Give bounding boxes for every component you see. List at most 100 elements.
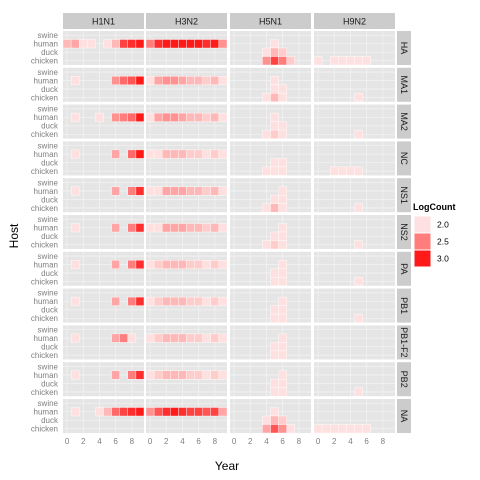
heatmap-cell	[270, 158, 279, 168]
heatmap-cell	[145, 407, 155, 417]
x-tick-label: 6	[113, 437, 118, 446]
heatmap-cell	[278, 305, 287, 315]
heatmap-cell	[202, 149, 211, 159]
row-strip-ha	[397, 31, 411, 65]
heatmap-cell	[270, 166, 279, 176]
heatmap-cell	[321, 424, 331, 434]
heatmap-cell	[194, 333, 203, 343]
heatmap-cell	[218, 112, 228, 122]
heatmap-cell	[161, 260, 171, 269]
heatmap-cell	[354, 129, 363, 139]
heatmap-cell	[354, 277, 363, 286]
heatmap-cell	[338, 166, 347, 176]
heatmap-cell	[218, 149, 228, 159]
heatmap-cell	[270, 387, 279, 397]
panel-pb1-f2-h9n2	[314, 325, 395, 360]
heatmap-cell	[262, 240, 271, 250]
heatmap-cell	[270, 407, 279, 417]
y-tick-label-human: human	[34, 76, 58, 85]
y-tick-label-duck: duck	[41, 342, 59, 351]
heatmap-cell	[218, 260, 228, 269]
y-tick-label-duck: duck	[41, 195, 59, 204]
y-tick-label-duck: duck	[41, 232, 59, 241]
heatmap-cell	[111, 333, 120, 343]
heatmap-cell	[202, 223, 211, 233]
heatmap-cell	[202, 112, 211, 122]
heatmap-cell	[278, 203, 287, 213]
heatmap-cell	[278, 342, 287, 352]
heatmap-cell	[270, 342, 279, 352]
heatmap-cell	[186, 39, 195, 49]
heatmap-cell	[178, 76, 187, 86]
heatmap-cell	[153, 370, 163, 380]
heatmap-cell	[145, 296, 155, 306]
heatmap-cell	[119, 112, 128, 122]
heatmap-cell	[210, 296, 220, 306]
y-tick-label-human: human	[34, 371, 58, 380]
heatmap-cell	[135, 407, 145, 417]
y-tick-label-duck: duck	[41, 306, 59, 315]
heatmap-cell	[170, 149, 179, 159]
heatmap-cell	[70, 370, 80, 380]
heatmap-cell	[270, 76, 279, 86]
heatmap-cell	[218, 407, 228, 417]
heatmap-cell	[186, 370, 195, 380]
x-axis-title: Year	[215, 459, 239, 473]
heatmap-cell	[153, 149, 163, 159]
heatmap-cell	[278, 379, 287, 388]
heatmap-cell	[103, 39, 112, 49]
x-tick-label: 6	[280, 437, 285, 446]
x-tick-label: 8	[130, 437, 135, 446]
row-strip-label-ns1: NS1	[399, 186, 409, 204]
heatmap-cell	[278, 56, 287, 66]
heatmap-cell	[270, 350, 279, 360]
y-tick-label-chicken: chicken	[31, 57, 58, 66]
row-strip-label-ma2: MA2	[399, 112, 409, 131]
heatmap-cell	[111, 186, 120, 196]
heatmap-cell	[111, 223, 120, 233]
heatmap-cell	[111, 407, 120, 417]
heatmap-cell	[278, 84, 287, 94]
heatmap-cell	[135, 76, 145, 86]
heatmap-cell	[270, 47, 279, 57]
heatmap-cell	[330, 56, 339, 66]
y-tick-label-swine: swine	[38, 215, 59, 224]
heatmap-cell	[170, 407, 179, 417]
heatmap-cell	[278, 231, 287, 241]
heatmap-cell	[270, 240, 279, 250]
x-tick-label: 4	[264, 437, 269, 446]
heatmap-cell	[218, 186, 228, 196]
legend-key	[413, 232, 432, 251]
heatmap-cell	[153, 260, 163, 269]
heatmap-cell	[145, 333, 155, 343]
y-tick-label-human: human	[34, 408, 58, 417]
heatmap-cell	[270, 379, 279, 388]
y-tick-label-human: human	[34, 334, 58, 343]
heatmap-cell	[270, 93, 279, 103]
heatmap-cell	[218, 296, 228, 306]
y-tick-label-chicken: chicken	[31, 93, 58, 102]
heatmap-cell	[111, 296, 120, 306]
heatmap-cell	[262, 93, 271, 103]
heatmap-cell	[70, 296, 80, 306]
x-tick-label: 6	[196, 437, 201, 446]
heatmap-cell	[278, 223, 287, 233]
heatmap-cell	[278, 350, 287, 360]
heatmap-cell	[362, 424, 371, 434]
heatmap-cell	[210, 370, 220, 380]
heatmap-cell	[127, 149, 137, 159]
heatmap-cell	[145, 260, 155, 269]
y-tick-label-chicken: chicken	[31, 204, 58, 213]
heatmap-cell	[119, 39, 128, 49]
heatmap-cell	[330, 166, 339, 176]
heatmap-cell	[170, 370, 179, 380]
legend-key	[413, 249, 432, 268]
y-axis-title: Host	[7, 223, 21, 248]
heatmap-cell	[278, 129, 287, 139]
heatmap-cell	[286, 56, 296, 66]
heatmap-cell	[210, 112, 220, 122]
heatmap-cell	[270, 121, 279, 131]
heatmap-cell	[278, 277, 287, 286]
heatmap-cell	[202, 296, 211, 306]
